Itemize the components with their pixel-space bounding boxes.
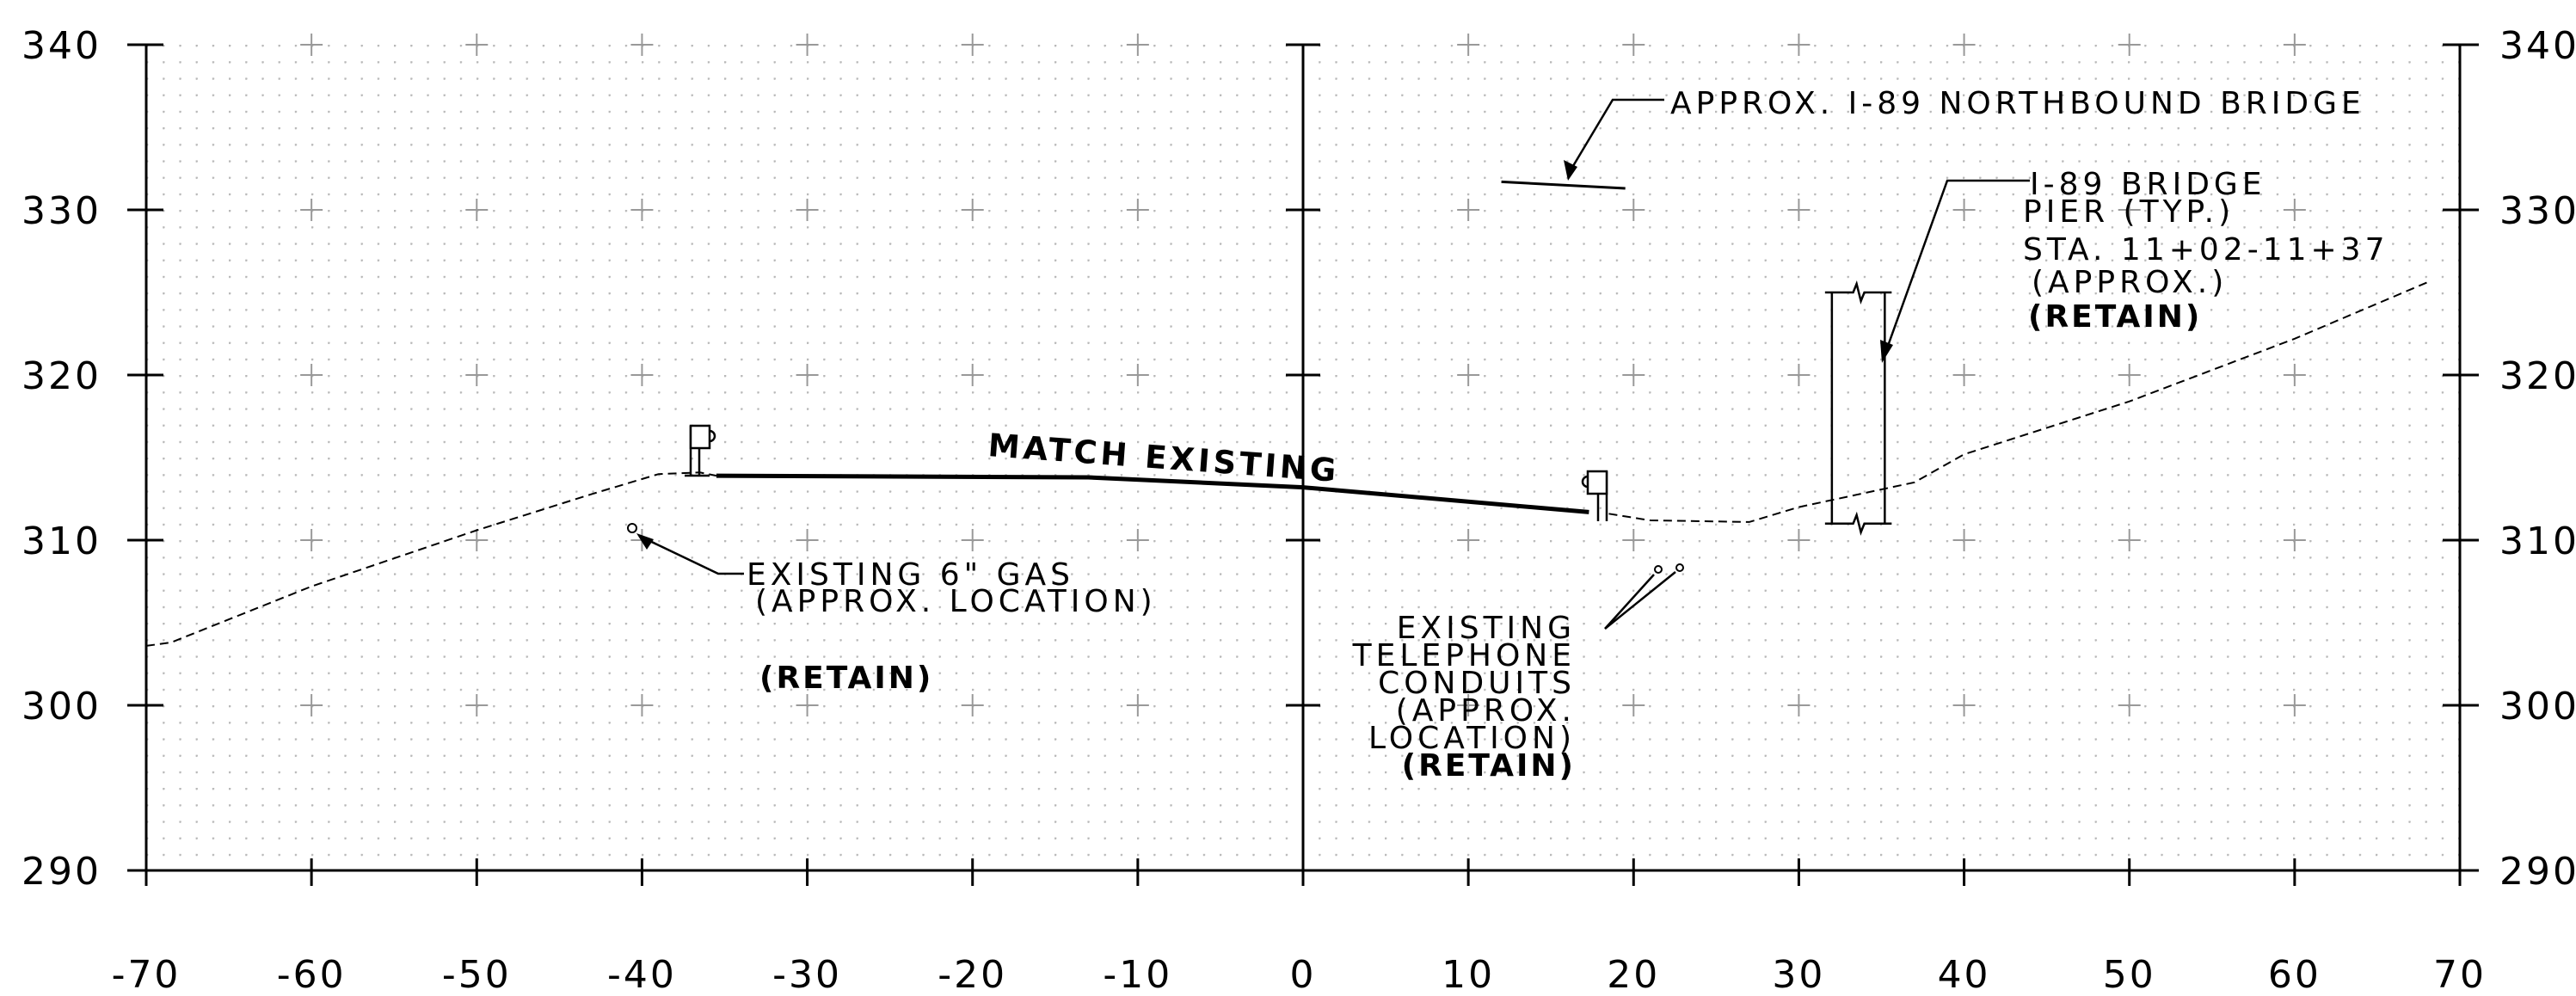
y-tick-label-right: 300 (2499, 685, 2576, 729)
pier-bottom-break (1824, 511, 1892, 536)
telephone-label-line-1: EXISTING (1397, 611, 1576, 646)
y-tick-label-right: 340 (2499, 24, 2576, 68)
pier-leader-arrow (1880, 340, 1893, 363)
x-tick-label: -60 (277, 953, 347, 992)
bridge-pier (1824, 280, 1892, 536)
pier-label-line-1: I-89 BRIDGE (2030, 167, 2266, 202)
conduit-icon-2 (1675, 563, 1684, 572)
pier-top-break (1824, 280, 1892, 305)
y-tick-label-right: 320 (2499, 354, 2576, 398)
conduit-leader-2 (1604, 571, 1676, 630)
gas-leader (638, 534, 744, 575)
proposed-profile (716, 473, 1589, 514)
y-tick-label-right: 290 (2499, 850, 2576, 894)
bridge-leader-arrow (1564, 160, 1577, 181)
x-tick-label: 10 (1442, 953, 1495, 992)
x-tick-label: -50 (442, 953, 512, 992)
axis-ticks (127, 43, 2479, 886)
gas-label-line-2: (APPROX. LOCATION) (755, 584, 1157, 619)
x-tick-label: -70 (112, 953, 181, 992)
x-tick-label: 30 (1772, 953, 1825, 992)
grid-crosses (300, 34, 2306, 716)
y-tick-label-left: 320 (22, 354, 101, 398)
pier-leader (1882, 179, 2030, 359)
conduit-leader-1 (1604, 574, 1655, 630)
x-tick-label: -40 (607, 953, 677, 992)
y-tick-labels-left: 290 300 310 320 330 340 (22, 24, 101, 894)
pier-label-line-4: (APPROX.) (2032, 265, 2228, 300)
telephone-label-line-5: LOCATION) (1368, 721, 1576, 756)
gas-pipe-icon (627, 523, 637, 533)
x-tick-labels: -70 -60 -50 -40 -30 -20 -10 0 10 20 30 40 50 60 70 (112, 953, 2487, 996)
y-tick-label-right: 330 (2499, 189, 2576, 233)
x-tick-label: -30 (772, 953, 842, 992)
pier-label-line-3: STA. 11+02-11+37 (2023, 232, 2388, 267)
guardrail-left-icon (685, 424, 716, 477)
bridge-leader (1566, 98, 1664, 175)
existing-ground-right (1608, 281, 2427, 523)
y-tick-label-left: 310 (22, 520, 101, 563)
x-tick-label: 60 (2268, 953, 2321, 992)
telephone-label-line-4: (APPROX. (1396, 693, 1576, 729)
guardrail-right-icon (1581, 470, 1608, 521)
x-tick-label: -20 (938, 953, 1007, 992)
x-tick-label: -10 (1103, 953, 1172, 992)
y-tick-label-left: 330 (22, 189, 101, 233)
x-tick-label: 50 (2103, 953, 2156, 992)
x-tick-label: 0 (1290, 953, 1317, 992)
telephone-retain-label: (RETAIN) (1402, 748, 1576, 784)
conduit-icon-1 (1654, 565, 1663, 574)
pier-label-line-2: PIER (TYP.) (2023, 194, 2235, 230)
bridge-label: APPROX. I-89 NORTHBOUND BRIDGE (1670, 86, 2365, 121)
x-tick-label: 40 (1938, 953, 1991, 992)
x-tick-label: 20 (1607, 953, 1660, 992)
y-tick-label-left: 290 (22, 850, 101, 894)
y-tick-label-left: 300 (22, 685, 101, 729)
telephone-label-line-2: TELEPHONE (1352, 638, 1576, 673)
telephone-label-line-3: CONDUITS (1378, 666, 1576, 701)
y-tick-labels-right: 290 300 310 320 330 340 (2499, 24, 2576, 894)
x-tick-label: 70 (2433, 953, 2487, 992)
y-tick-label-left: 340 (22, 24, 101, 68)
gas-label-line-1: EXISTING 6" GAS (747, 557, 1074, 593)
telephone-label: EXISTING TELEPHONE CONDUITS (APPROX. LOC… (1352, 611, 1576, 784)
y-tick-label-right: 310 (2499, 520, 2576, 563)
gas-retain-label: (RETAIN) (759, 661, 933, 696)
gas-leader-arrow (636, 533, 654, 550)
bridge-deck-line (1501, 180, 1626, 190)
pier-retain-label: (RETAIN) (2028, 299, 2202, 335)
